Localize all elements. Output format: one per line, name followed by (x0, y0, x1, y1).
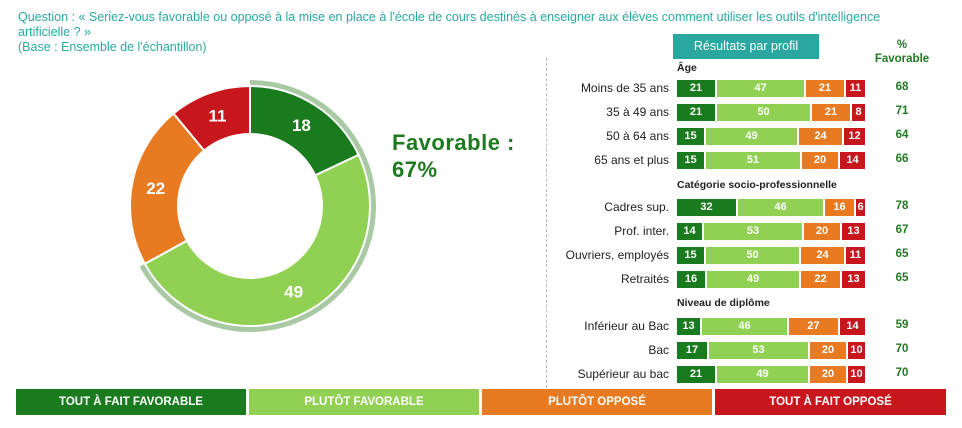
percent-favorable-value: 67 (895, 224, 909, 236)
panel-divider (546, 58, 547, 388)
bar-segment-tout-a-fait-favorable: 21 (677, 366, 715, 383)
group-title: Catégorie socio-professionnelle (677, 179, 837, 191)
bar-segment-tout-a-fait-favorable: 15 (677, 128, 704, 145)
donut-label-tout-a-fait-oppose: 11 (208, 107, 226, 126)
percent-favorable-value: 64 (895, 129, 909, 141)
bar-segment-tout-a-fait-oppose: 10 (848, 366, 865, 383)
bar-segment-plutot-favorable: 50 (717, 104, 810, 121)
row-label: Inférieur au Bac (584, 319, 669, 333)
bar-segment-tout-a-fait-oppose: 11 (846, 80, 865, 97)
row-label: Moins de 35 ans (580, 81, 669, 95)
row-label: 50 à 64 ans (606, 129, 669, 143)
bar-segment-plutot-favorable: 51 (706, 152, 800, 169)
bar-segment-tout-a-fait-oppose: 13 (842, 271, 865, 288)
bar-segment-tout-a-fait-oppose: 6 (856, 199, 865, 216)
profile-results-button[interactable]: Résultats par profil (673, 34, 819, 59)
donut-slice-tout-a-fait-oppose (172, 84, 251, 152)
bar-segment-plutot-favorable: 49 (706, 128, 797, 145)
bar-segment-plutot-oppose: 24 (799, 128, 842, 145)
bar-segment-tout-a-fait-oppose: 11 (846, 247, 865, 264)
percent-favorable-value: 65 (895, 248, 909, 260)
row-label: Cadres sup. (604, 200, 669, 214)
bar-segment-plutot-oppose: 21 (806, 80, 844, 97)
group-title: Âge (677, 62, 697, 74)
bar-segment-plutot-favorable: 47 (717, 80, 804, 97)
bar-segment-plutot-oppose: 20 (810, 342, 846, 359)
donut-slice-plutot-favorable (143, 153, 371, 327)
favorable-summary: Favorable : 67% (392, 129, 515, 183)
percent-favorable-value: 70 (895, 343, 909, 355)
bar-segment-plutot-favorable: 49 (707, 271, 799, 288)
bar-segment-tout-a-fait-favorable: 17 (677, 342, 707, 359)
bar-segment-tout-a-fait-oppose: 13 (842, 223, 865, 240)
bar-segment-plutot-oppose: 20 (802, 152, 838, 169)
bar-segment-plutot-oppose: 27 (789, 318, 838, 335)
donut-label-plutot-oppose: 22 (146, 179, 165, 198)
donut-label-plutot-favorable: 49 (284, 283, 303, 302)
bar-segment-plutot-oppose: 24 (801, 247, 844, 264)
bar-segment-plutot-favorable: 49 (717, 366, 808, 383)
bar-segment-plutot-oppose: 20 (810, 366, 846, 383)
bar-segment-tout-a-fait-favorable: 32 (677, 199, 736, 216)
row-label: 35 à 49 ans (606, 105, 669, 119)
bar-segment-tout-a-fait-favorable: 13 (677, 318, 700, 335)
donut-label-tout-a-fait-favorable: 18 (292, 116, 311, 135)
bar-segment-tout-a-fait-favorable: 14 (677, 223, 702, 240)
bar-segment-tout-a-fait-oppose: 14 (840, 152, 865, 169)
percent-favorable-value: 78 (895, 200, 909, 212)
percent-favorable-value: 59 (895, 319, 909, 331)
bar-segment-plutot-favorable: 53 (704, 223, 802, 240)
legend-tout-a-fait-favorable: TOUT À FAIT FAVORABLE (16, 389, 246, 415)
bar-segment-tout-a-fait-favorable: 21 (677, 80, 715, 97)
question-text: Question : « Seriez-vous favorable ou op… (18, 10, 918, 55)
percent-favorable-value: 71 (895, 105, 909, 117)
row-label: 65 ans et plus (594, 153, 669, 167)
bar-segment-plutot-favorable: 53 (709, 342, 808, 359)
favorable-value: 67% (392, 157, 438, 182)
row-label: Ouvriers, employés (565, 248, 669, 262)
row-label: Bac (648, 343, 669, 357)
bar-segment-tout-a-fait-oppose: 12 (844, 128, 865, 145)
percent-favorable-value: 66 (895, 153, 909, 165)
row-label: Supérieur au bac (577, 367, 669, 381)
bar-segment-plutot-favorable: 46 (738, 199, 823, 216)
percent-favorable-value: 65 (895, 272, 909, 284)
bar-segment-plutot-favorable: 46 (702, 318, 787, 335)
base-label: (Base : Ensemble de l'échantillon) (18, 40, 207, 54)
bar-segment-tout-a-fait-oppose: 14 (840, 318, 865, 335)
bar-segment-tout-a-fait-favorable: 15 (677, 152, 704, 169)
bar-segment-plutot-oppose: 16 (825, 199, 854, 216)
legend-plutot-favorable: PLUTÔT FAVORABLE (249, 389, 479, 415)
legend-tout-a-fait-oppose: TOUT À FAIT OPPOSÉ (715, 389, 946, 415)
group-title: Niveau de diplôme (677, 297, 770, 309)
bar-segment-tout-a-fait-favorable: 21 (677, 104, 715, 121)
bar-segment-tout-a-fait-oppose: 8 (852, 104, 865, 121)
percent-favorable-header: % Favorable (874, 39, 930, 65)
bar-segment-plutot-oppose: 21 (812, 104, 850, 121)
question-label: Question : « Seriez-vous favorable ou op… (18, 10, 881, 39)
bar-segment-tout-a-fait-favorable: 16 (677, 271, 705, 288)
percent-favorable-value: 68 (895, 81, 909, 93)
percent-favorable-value: 70 (895, 367, 909, 379)
favorable-text: Favorable : (392, 130, 515, 155)
bar-segment-plutot-oppose: 20 (804, 223, 840, 240)
bar-segment-plutot-favorable: 50 (706, 247, 799, 264)
bar-segment-plutot-oppose: 22 (801, 271, 840, 288)
bar-segment-tout-a-fait-oppose: 10 (848, 342, 865, 359)
row-label: Prof. inter. (614, 224, 669, 238)
bar-segment-tout-a-fait-favorable: 15 (677, 247, 704, 264)
legend-plutot-oppose: PLUTÔT OPPOSÉ (482, 389, 712, 415)
row-label: Retraités (620, 272, 669, 286)
